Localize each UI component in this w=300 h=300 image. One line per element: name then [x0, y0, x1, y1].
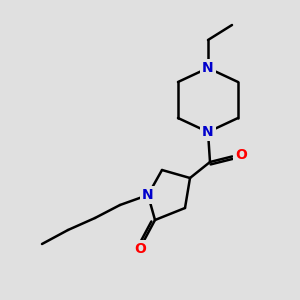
Text: O: O	[235, 148, 247, 162]
Text: N: N	[142, 188, 154, 202]
Text: O: O	[134, 242, 146, 256]
Text: N: N	[202, 61, 214, 75]
Text: N: N	[202, 125, 214, 139]
